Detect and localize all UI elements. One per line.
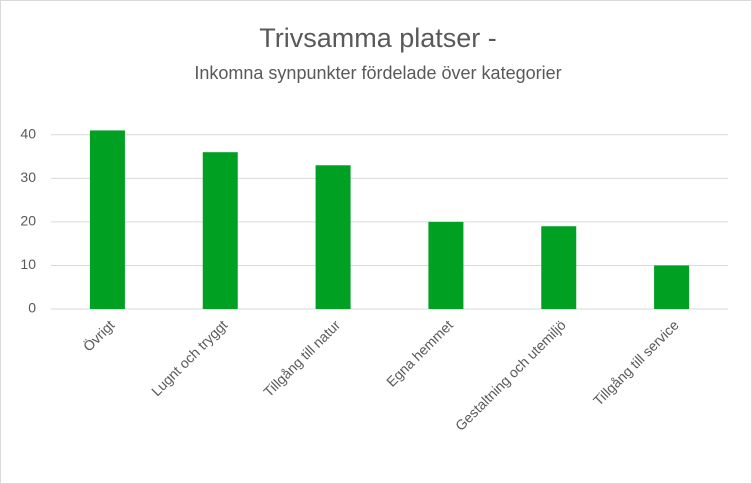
bar bbox=[315, 165, 351, 309]
bar bbox=[202, 152, 238, 309]
bar bbox=[654, 265, 690, 309]
chart-title: Trivsamma platser - bbox=[259, 23, 497, 53]
bar bbox=[541, 226, 577, 309]
y-tick-label: 20 bbox=[20, 213, 36, 229]
y-tick-label: 10 bbox=[20, 256, 36, 272]
y-tick-label: 30 bbox=[20, 169, 36, 185]
chart-subtitle: Inkomna synpunkter fördelade över katego… bbox=[194, 63, 561, 83]
bar bbox=[428, 221, 464, 309]
y-tick-label: 0 bbox=[28, 300, 36, 316]
bar bbox=[89, 130, 125, 309]
y-tick-label: 40 bbox=[20, 125, 36, 141]
